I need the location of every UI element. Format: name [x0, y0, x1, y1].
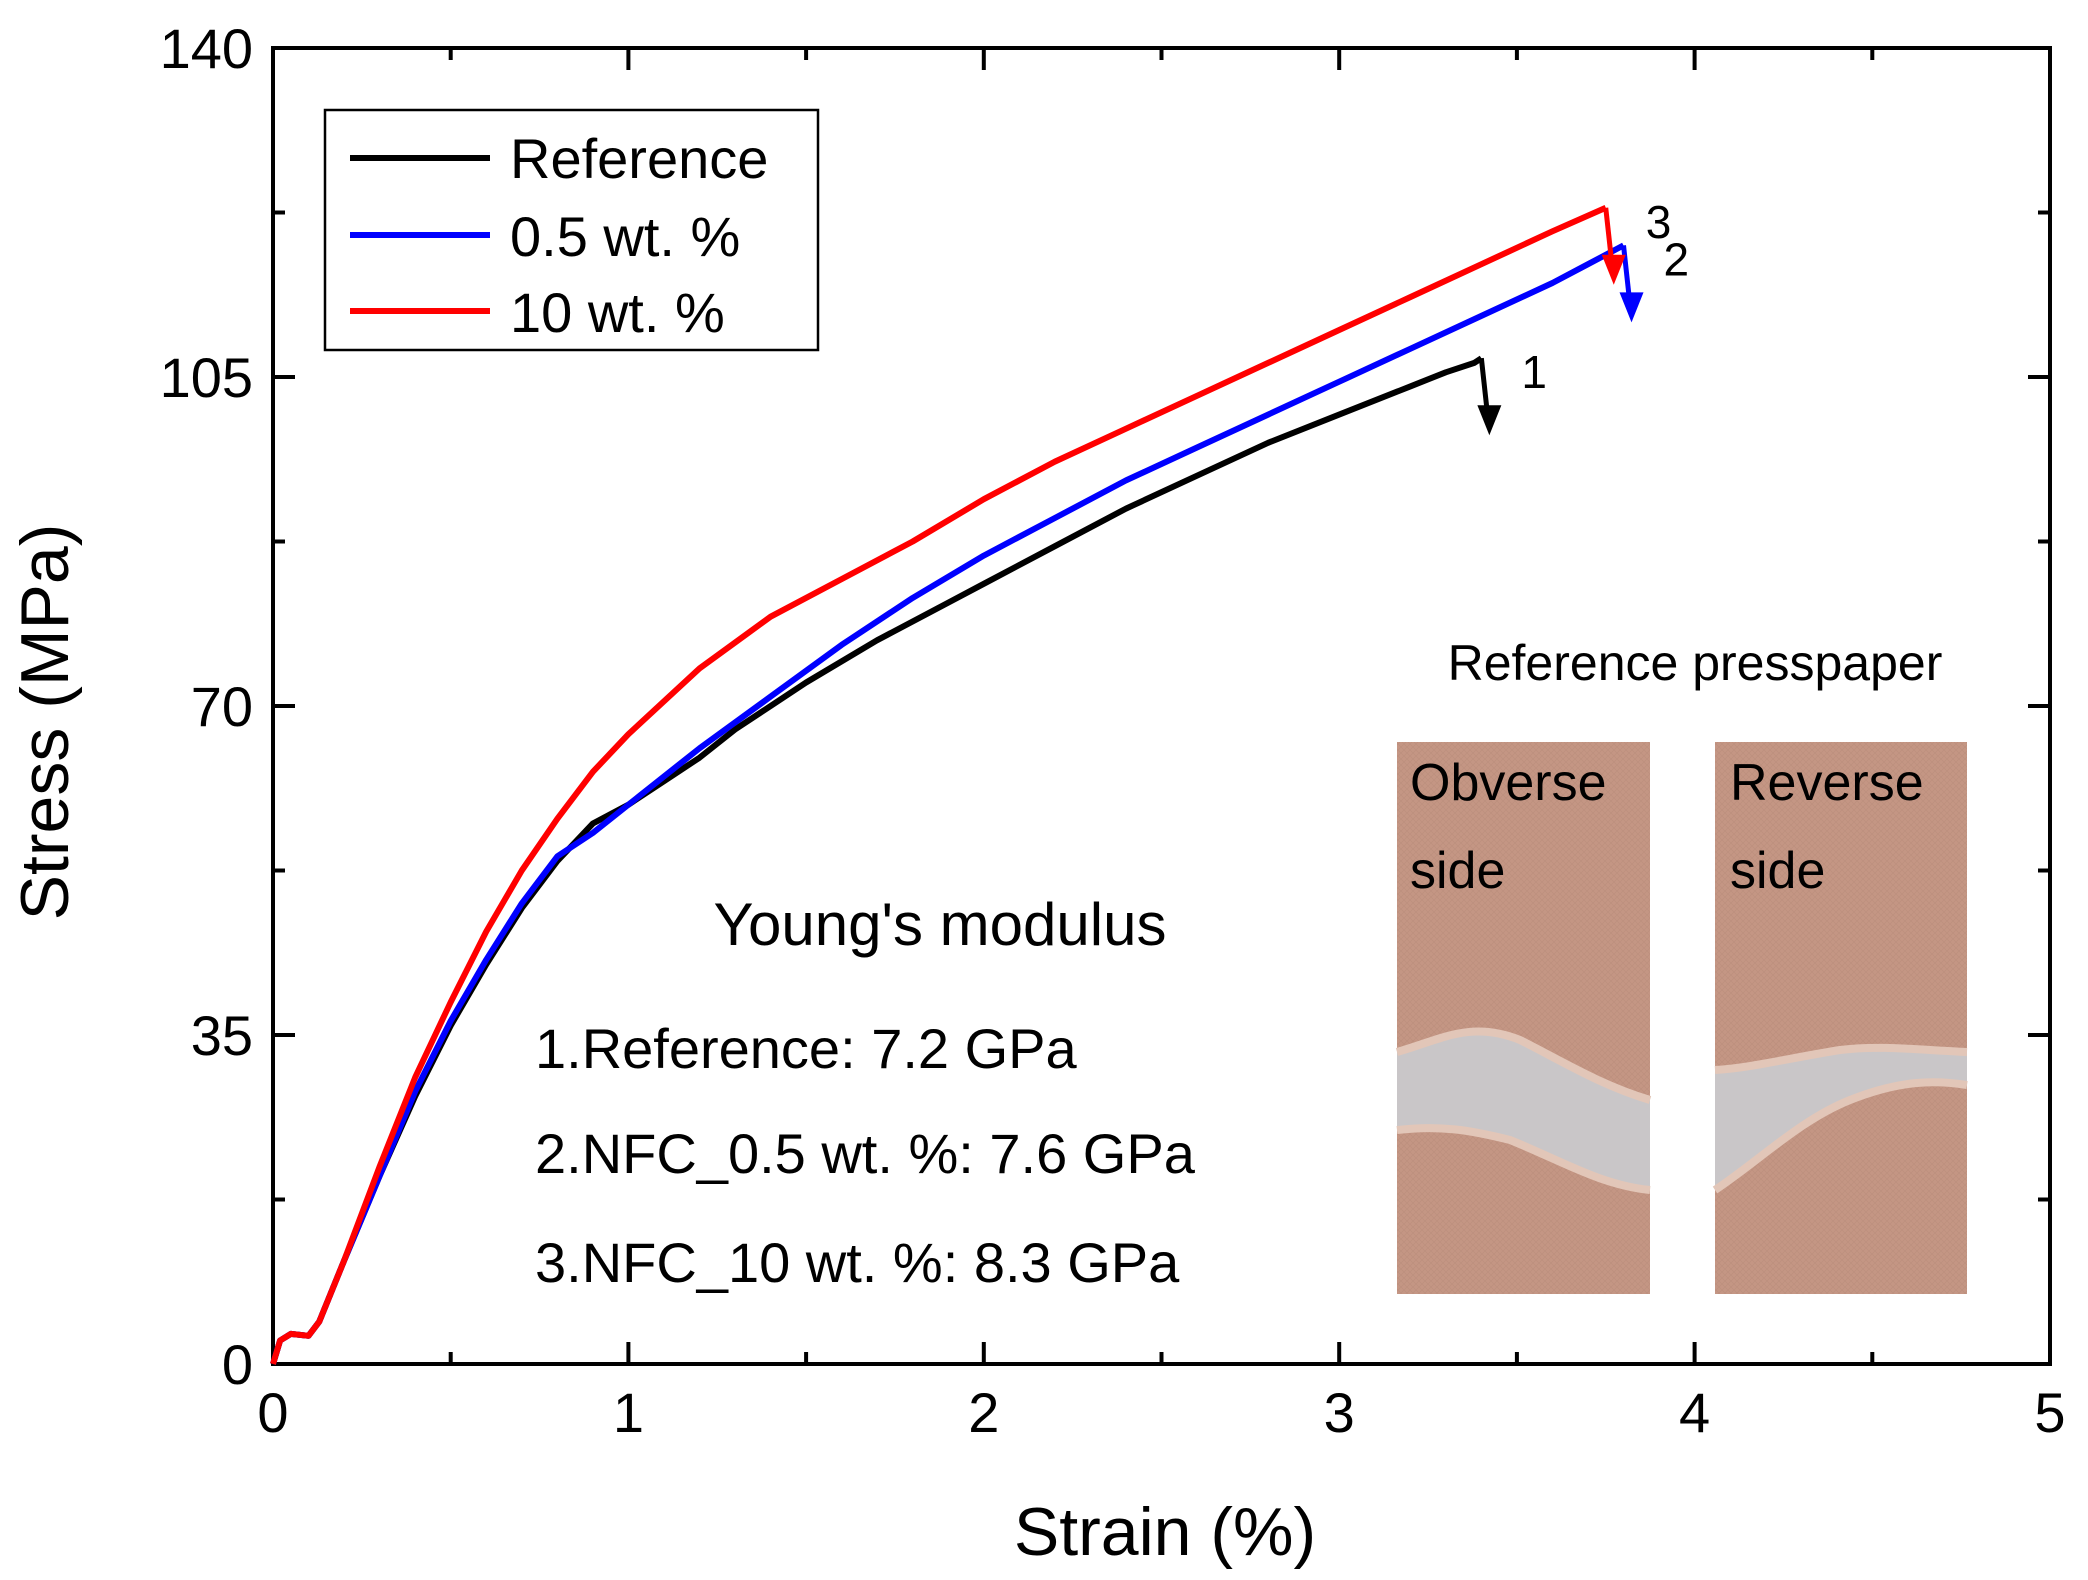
obverse-tear-gap: [1397, 1031, 1650, 1190]
legend: Reference 0.5 wt. % 10 wt. %: [323, 108, 820, 352]
legend-label-reference: Reference: [510, 127, 768, 190]
series-group: 1 23: [270, 196, 1690, 1365]
y-axis-title: Stress (MPa): [7, 524, 83, 921]
x-tick-label: 2: [968, 1381, 999, 1444]
y-tick-label: 0: [222, 1333, 253, 1396]
series-end-label-3: 3: [1646, 196, 1672, 248]
failure-arrow-shaft-1: [1478, 357, 1490, 414]
x-tick-label: 3: [1324, 1381, 1355, 1444]
x-tick-label: 5: [2034, 1381, 2065, 1444]
modulus-line-1: 1.Reference: 7.2 GPa: [535, 1017, 1078, 1080]
y-tick-label: 35: [191, 1004, 253, 1067]
inset-photos: Reference presspaper Obverse side Revers…: [1395, 635, 1968, 1294]
obverse-label-line2: side: [1410, 842, 1505, 900]
modulus-title: Young's modulus: [714, 891, 1167, 958]
modulus-annotation: Young's modulus 1.Reference: 7.2 GPa 2.N…: [535, 891, 1196, 1294]
series-end-label-2: 2: [1664, 233, 1690, 285]
x-tick-label: 1: [613, 1381, 644, 1444]
obverse-sample-photo: Obverse side: [1395, 742, 1652, 1294]
y-tick-label: 70: [191, 675, 253, 738]
y-tick-label: 105: [160, 346, 253, 409]
legend-label-0-5wt: 0.5 wt. %: [510, 205, 740, 268]
y-tick-label: 140: [160, 17, 253, 80]
reverse-sample-photo: Reverse side: [1712, 742, 1968, 1294]
inset-title: Reference presspaper: [1448, 635, 1943, 691]
reverse-label-line2: side: [1730, 842, 1825, 900]
x-tick-label: 4: [1679, 1381, 1710, 1444]
series-end-label-1: 1: [1521, 346, 1547, 398]
series-line-3: [270, 205, 1608, 1365]
failure-arrow-head-2: [1619, 292, 1644, 323]
obverse-label-line1: Obverse: [1410, 754, 1607, 812]
failure-arrow-head-1: [1477, 405, 1502, 436]
reverse-label-line1: Reverse: [1730, 754, 1924, 812]
failure-arrow-shaft-2: [1621, 245, 1633, 301]
failure-arrow-head-3: [1601, 254, 1626, 285]
failure-arrow-shaft-3: [1603, 207, 1615, 264]
modulus-line-2: 2.NFC_0.5 wt. %: 7.6 GPa: [535, 1122, 1196, 1185]
x-tick-label: 0: [257, 1381, 288, 1444]
modulus-line-3: 3.NFC_10 wt. %: 8.3 GPa: [535, 1231, 1180, 1294]
x-axis-title: Strain (%): [1014, 1494, 1316, 1570]
legend-label-10wt: 10 wt. %: [510, 281, 725, 344]
